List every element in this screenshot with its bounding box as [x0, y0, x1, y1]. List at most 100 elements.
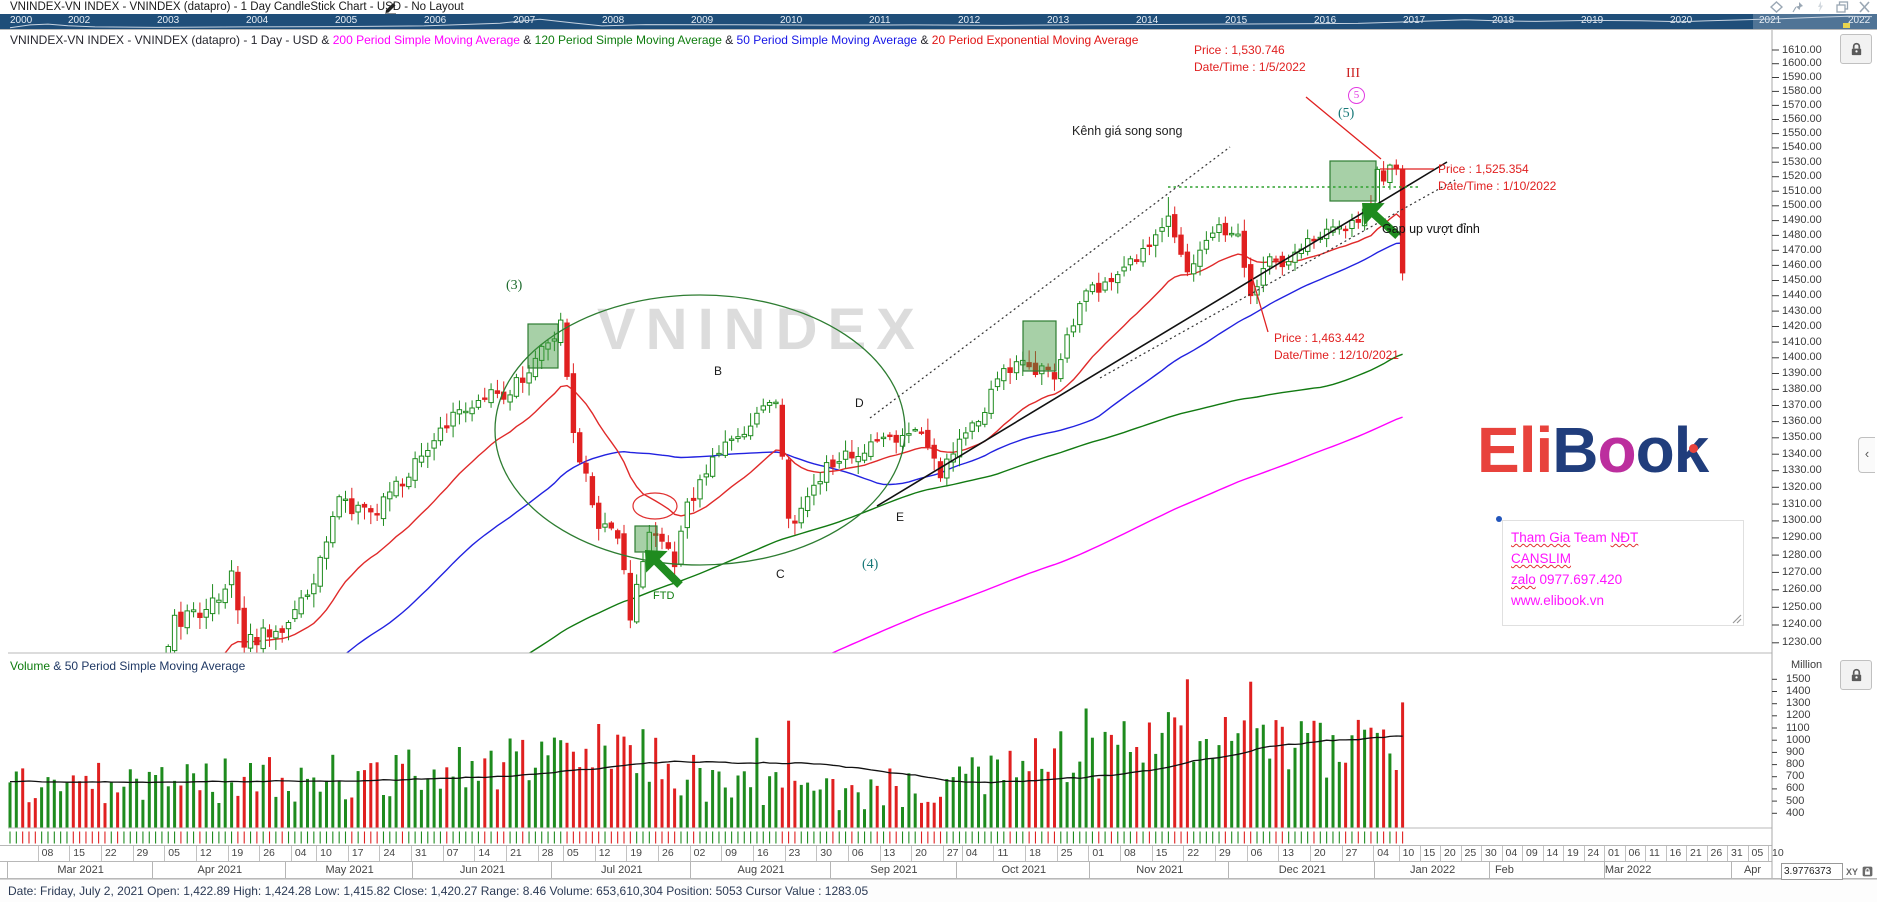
candle[interactable] — [190, 609, 197, 613]
candle[interactable] — [368, 508, 374, 513]
volume-bar[interactable] — [236, 795, 240, 828]
candle[interactable] — [141, 719, 145, 742]
candle[interactable] — [1286, 261, 1292, 266]
volume-bar[interactable] — [628, 745, 632, 828]
candle[interactable] — [235, 571, 241, 611]
volume-bar[interactable] — [1103, 731, 1107, 828]
candle[interactable] — [203, 609, 209, 618]
volume-bar[interactable] — [457, 747, 461, 828]
volume-bar[interactable] — [1249, 681, 1253, 828]
volume-bar[interactable] — [609, 768, 613, 828]
candle[interactable] — [399, 483, 406, 487]
candle[interactable] — [90, 744, 94, 749]
candle[interactable] — [874, 439, 880, 442]
candle[interactable] — [228, 570, 235, 586]
volume-bar[interactable] — [413, 775, 417, 828]
volume-bar[interactable] — [603, 745, 607, 828]
volume-bar[interactable] — [812, 790, 816, 828]
candle[interactable] — [520, 377, 526, 383]
candle[interactable] — [336, 496, 342, 518]
volume-bar[interactable] — [989, 755, 993, 828]
volume-bar[interactable] — [192, 773, 196, 828]
candle[interactable] — [1393, 164, 1399, 169]
candle[interactable] — [96, 747, 100, 760]
wave-label-C[interactable]: C — [776, 567, 785, 581]
candle[interactable] — [247, 634, 254, 649]
candle[interactable] — [134, 739, 138, 744]
candle[interactable] — [1355, 219, 1361, 223]
channel-dotted-line[interactable] — [869, 146, 1231, 419]
candle[interactable] — [583, 462, 589, 474]
volume-bar[interactable] — [97, 762, 101, 828]
volume-bar[interactable] — [1356, 719, 1360, 828]
volume-bar[interactable] — [894, 786, 898, 828]
price-pointer-line[interactable] — [1305, 96, 1382, 160]
volume-bar[interactable] — [1261, 724, 1265, 828]
volume-bar[interactable] — [597, 724, 601, 828]
volume-bar[interactable] — [578, 767, 582, 828]
volume-bar[interactable] — [65, 782, 69, 828]
candle[interactable] — [71, 701, 75, 711]
volume-bar[interactable] — [806, 782, 810, 828]
candle[interactable] — [165, 646, 172, 665]
candle[interactable] — [77, 710, 81, 731]
volume-bar[interactable] — [154, 775, 158, 828]
candle[interactable] — [741, 433, 747, 438]
volume-bar[interactable] — [52, 779, 56, 828]
volume-bar[interactable] — [470, 761, 474, 828]
candle[interactable] — [842, 450, 849, 460]
volume-bar[interactable] — [1040, 768, 1044, 828]
candle[interactable] — [8, 725, 12, 736]
candle[interactable] — [380, 496, 387, 520]
candle[interactable] — [216, 599, 222, 603]
candle[interactable] — [1229, 232, 1235, 236]
volume-bar[interactable] — [565, 742, 569, 828]
volume-bar[interactable] — [1002, 780, 1006, 828]
price-axis-lock-button[interactable] — [1840, 34, 1872, 64]
wave-label-5[interactable]: (5) — [1338, 106, 1355, 121]
candle[interactable] — [1146, 244, 1153, 248]
volume-bar[interactable] — [103, 803, 107, 828]
volume-bar[interactable] — [1059, 731, 1063, 828]
candle[interactable] — [925, 429, 931, 448]
volume-bar[interactable] — [71, 775, 75, 828]
candle[interactable] — [690, 497, 697, 501]
volume-bar[interactable] — [1344, 762, 1348, 828]
highlight-box-annotation[interactable] — [634, 525, 658, 553]
candle[interactable] — [65, 697, 69, 711]
candle[interactable] — [716, 452, 722, 456]
volume-bar[interactable] — [109, 782, 113, 828]
candle[interactable] — [1058, 359, 1064, 380]
candle[interactable] — [570, 373, 577, 434]
candle[interactable] — [1260, 268, 1266, 286]
volume-bar[interactable] — [755, 737, 759, 828]
volume-bar[interactable] — [1230, 740, 1234, 828]
volume-bar[interactable] — [863, 809, 866, 828]
candle[interactable] — [1083, 290, 1089, 302]
volume-bar[interactable] — [438, 788, 442, 828]
volume-bar[interactable] — [1388, 753, 1392, 828]
candle[interactable] — [880, 436, 887, 440]
volume-bar[interactable] — [571, 751, 575, 828]
volume-bar[interactable] — [622, 736, 626, 828]
circled-wave-5-label[interactable]: 5 — [1348, 87, 1365, 104]
candle[interactable] — [956, 438, 963, 458]
price-date-callout[interactable]: Price : 1,463.442 Date/Time : 12/10/2021 — [1274, 331, 1399, 362]
volume-bar[interactable] — [375, 762, 379, 828]
volume-bar[interactable] — [856, 792, 860, 828]
volume-bar[interactable] — [1090, 737, 1094, 828]
volume-bar[interactable] — [736, 775, 740, 828]
wave-label-B[interactable]: B — [714, 364, 723, 378]
candle[interactable] — [209, 597, 216, 615]
candle[interactable] — [1115, 274, 1121, 284]
volume-bar[interactable] — [1185, 679, 1189, 828]
volume-bar[interactable] — [249, 763, 252, 828]
volume-bar[interactable] — [673, 788, 677, 828]
volume-bar[interactable] — [325, 780, 328, 828]
candle[interactable] — [298, 597, 304, 615]
volume-bar[interactable] — [647, 781, 651, 828]
volume-bar[interactable] — [1097, 778, 1101, 828]
candle[interactable] — [887, 434, 893, 438]
volume-bar[interactable] — [128, 769, 132, 828]
volume-bar[interactable] — [913, 793, 917, 828]
